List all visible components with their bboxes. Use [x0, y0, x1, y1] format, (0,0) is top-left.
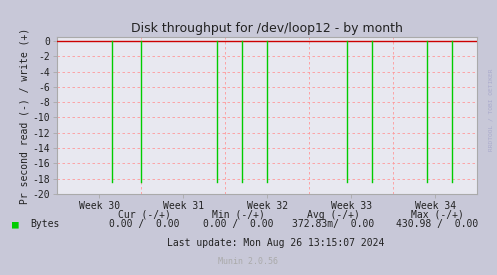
- Y-axis label: Pr second read (-) / write (+): Pr second read (-) / write (+): [20, 28, 30, 204]
- Text: 0.00 /  0.00: 0.00 / 0.00: [109, 219, 179, 229]
- Title: Disk throughput for /dev/loop12 - by month: Disk throughput for /dev/loop12 - by mon…: [131, 21, 403, 35]
- Text: Munin 2.0.56: Munin 2.0.56: [219, 257, 278, 266]
- Text: 372.83m/  0.00: 372.83m/ 0.00: [292, 219, 374, 229]
- Text: Cur (-/+): Cur (-/+): [118, 210, 170, 219]
- Text: RRDTOOL / TOBI OETIKER: RRDTOOL / TOBI OETIKER: [488, 69, 493, 151]
- Text: 0.00 /  0.00: 0.00 / 0.00: [203, 219, 274, 229]
- Text: Min (-/+): Min (-/+): [212, 210, 265, 219]
- Text: 430.98 /  0.00: 430.98 / 0.00: [396, 219, 479, 229]
- Text: ■: ■: [12, 219, 19, 229]
- Text: Max (-/+): Max (-/+): [411, 210, 464, 219]
- Text: Bytes: Bytes: [30, 219, 59, 229]
- Text: Last update: Mon Aug 26 13:15:07 2024: Last update: Mon Aug 26 13:15:07 2024: [167, 238, 385, 248]
- Text: Avg (-/+): Avg (-/+): [307, 210, 359, 219]
